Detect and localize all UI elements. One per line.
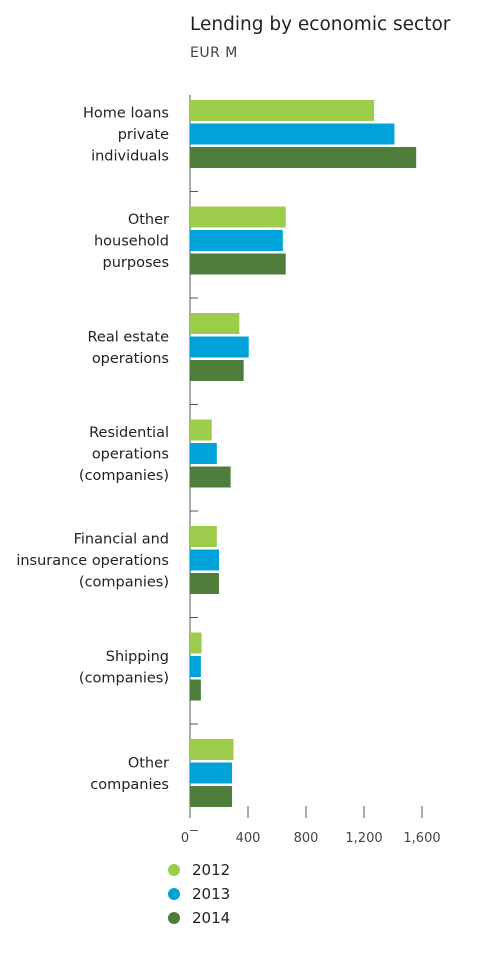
bar-2013 — [190, 123, 395, 145]
bar-2013 — [190, 549, 219, 571]
bar-2014 — [190, 786, 233, 807]
category-label: companies — [90, 777, 169, 793]
x-tick-label: 400 — [236, 831, 261, 846]
category-label: Financial and — [74, 532, 169, 548]
x-tick-label: 1,600 — [403, 831, 440, 846]
category-label: (companies) — [79, 575, 169, 591]
bar-2014 — [190, 253, 286, 275]
legend-swatch — [168, 888, 180, 900]
category-label: insurance operations — [16, 553, 169, 569]
category-label: (companies) — [79, 670, 169, 686]
legend-item: 2014 — [168, 906, 230, 930]
bar-2014 — [190, 679, 201, 701]
bar-2012 — [190, 739, 234, 760]
bar-2014 — [190, 573, 219, 594]
category-label: (companies) — [79, 468, 169, 484]
category-label: Other — [128, 212, 169, 228]
x-tick-label: 800 — [294, 831, 319, 846]
legend-swatch — [168, 864, 180, 876]
legend-label: 2013 — [192, 885, 231, 903]
legend-swatch — [168, 912, 180, 924]
legend-label: 2014 — [192, 909, 231, 927]
bar-2014 — [190, 466, 231, 488]
category-label: Shipping — [106, 649, 169, 665]
bar-2012 — [190, 313, 240, 334]
x-tick-label: 0 — [181, 831, 189, 846]
bar-2013 — [190, 336, 249, 358]
category-label: individuals — [91, 149, 169, 165]
category-label: Residential — [89, 425, 169, 441]
category-label: operations — [92, 351, 169, 367]
bar-2012 — [190, 100, 375, 121]
bar-2013 — [190, 656, 201, 677]
chart-title: Lending by economic sector — [190, 14, 451, 35]
bar-2012 — [190, 206, 286, 228]
bar-2012 — [190, 526, 217, 547]
chart-subtitle: EUR M — [190, 45, 238, 61]
bar-2014 — [190, 147, 417, 168]
category-label: Other — [128, 755, 169, 771]
category-label: purposes — [103, 255, 169, 271]
category-label: operations — [92, 447, 169, 463]
bar-2012 — [190, 632, 202, 654]
x-tick-label: 1,200 — [345, 831, 382, 846]
bar-2014 — [190, 360, 244, 381]
legend-item: 2013 — [168, 882, 230, 906]
bar-2012 — [190, 419, 212, 441]
legend: 2012 2013 2014 — [168, 858, 230, 930]
bar-chart: Home loans private individuals Other househo… — [16, 95, 441, 846]
bar-2013 — [190, 230, 283, 251]
category-label: Real estate — [87, 329, 169, 345]
bar-2013 — [190, 443, 217, 464]
bar-2013 — [190, 762, 233, 784]
category-label: household — [94, 234, 169, 250]
legend-item: 2012 — [168, 858, 230, 882]
category-label: private — [118, 127, 169, 143]
legend-label: 2012 — [192, 861, 231, 879]
category-label: Home loans — [83, 106, 169, 122]
